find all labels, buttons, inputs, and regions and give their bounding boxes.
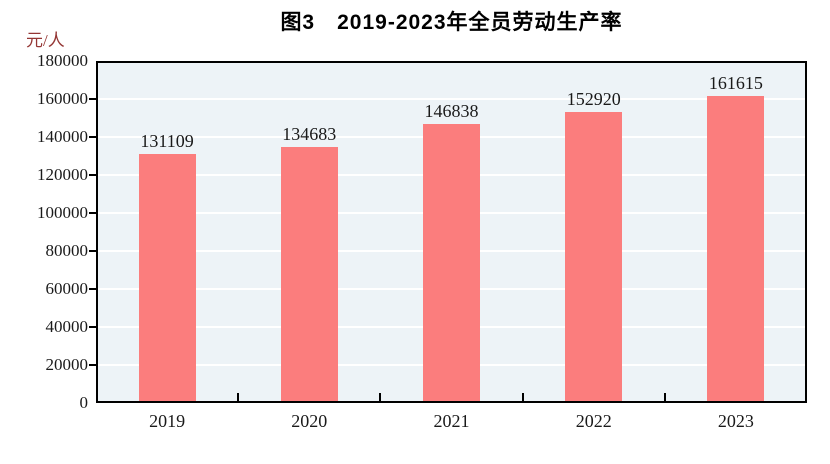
bar-value-label: 152920 bbox=[566, 89, 621, 110]
y-axis-tick-label: 160000 bbox=[37, 89, 88, 108]
y-axis-tick-label: 140000 bbox=[37, 127, 88, 146]
bar bbox=[280, 147, 338, 401]
x-axis-label: 2019 bbox=[149, 411, 186, 431]
bar-value-label: 131109 bbox=[140, 130, 194, 151]
y-axis-tick bbox=[89, 326, 96, 328]
y-axis-tick bbox=[89, 136, 96, 138]
bar-value-label: 161615 bbox=[708, 72, 763, 93]
y-axis-tick-label: 100000 bbox=[37, 203, 88, 222]
y-axis-tick-label: 20000 bbox=[45, 355, 89, 374]
y-axis-tick bbox=[89, 364, 96, 366]
x-axis-tick bbox=[237, 393, 240, 401]
y-axis-tick-label: 80000 bbox=[45, 241, 89, 260]
gridline bbox=[98, 98, 805, 100]
bar bbox=[423, 124, 480, 401]
bar-value-label: 134683 bbox=[282, 124, 337, 145]
y-axis-tick bbox=[89, 250, 96, 252]
y-axis-tick-label: 0 bbox=[79, 393, 89, 412]
x-axis-label: 2023 bbox=[717, 411, 754, 431]
y-axis-tick bbox=[89, 288, 96, 290]
x-axis-label: 2022 bbox=[575, 411, 612, 431]
y-axis-unit-label: 元/人 bbox=[26, 31, 65, 50]
bar bbox=[565, 112, 623, 401]
bar-value-label: 146838 bbox=[424, 101, 479, 121]
y-axis-tick-label: 180000 bbox=[37, 51, 88, 70]
x-axis-label: 2021 bbox=[433, 411, 470, 431]
y-axis-tick-label: 60000 bbox=[45, 279, 89, 298]
bar bbox=[707, 95, 765, 401]
y-axis-tick bbox=[89, 174, 96, 176]
y-axis-tick bbox=[89, 212, 96, 214]
y-axis-tick bbox=[89, 98, 96, 100]
x-axis-label: 2020 bbox=[291, 411, 328, 431]
x-axis-tick bbox=[663, 393, 666, 401]
y-axis-tick-label: 40000 bbox=[45, 317, 89, 336]
bar bbox=[138, 153, 196, 401]
x-axis-tick bbox=[521, 393, 524, 401]
x-axis-tick bbox=[379, 393, 382, 401]
chart-title: 图3 2019-2023年全员劳动生产率 bbox=[280, 11, 623, 34]
y-axis-tick-label: 120000 bbox=[37, 165, 88, 184]
